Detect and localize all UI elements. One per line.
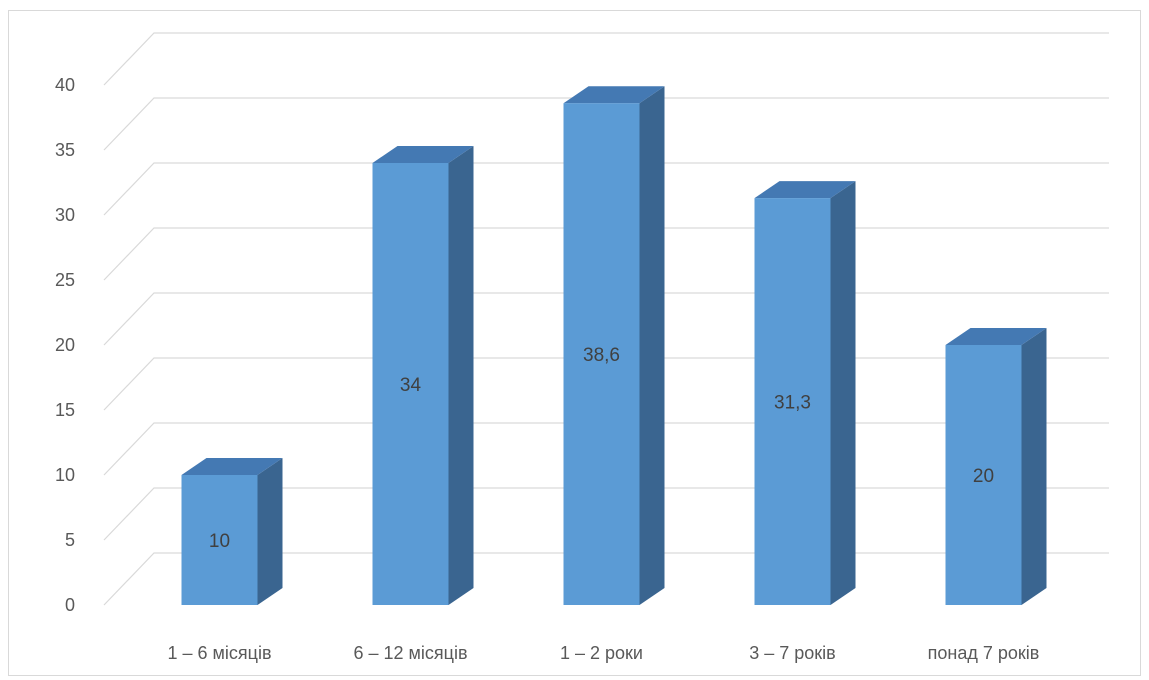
bar-3: 38,6 <box>563 86 665 605</box>
bar-side <box>257 458 283 605</box>
bar-2: 34 <box>372 146 474 605</box>
bar-top <box>372 146 474 163</box>
bar-chart: 0 5 10 15 20 25 30 35 40 10 34 38,6 31,3 20 1 – 6 мі… <box>55 32 1109 663</box>
y-tick-label: 15 <box>55 400 75 420</box>
data-label: 20 <box>973 466 994 487</box>
y-tick-label: 10 <box>55 465 75 485</box>
y-tick-label: 30 <box>55 205 75 225</box>
chart-frame: 0 5 10 15 20 25 30 35 40 10 34 38,6 31,3 20 1 – 6 мі… <box>8 10 1141 676</box>
bar-top <box>181 458 283 475</box>
data-label: 10 <box>209 531 230 552</box>
x-tick-label: 1 – 6 місяців <box>167 643 271 663</box>
bar-1: 10 <box>181 458 283 605</box>
y-tick-label: 40 <box>55 75 75 95</box>
y-axis-ticks: 0 5 10 15 20 25 30 35 40 <box>55 75 75 615</box>
x-axis-labels: 1 – 6 місяців 6 – 12 місяців 1 – 2 роки 3 –… <box>167 643 1039 663</box>
bar-front <box>754 198 831 605</box>
gridline <box>103 162 1109 216</box>
bar-side <box>448 146 474 605</box>
data-label: 38,6 <box>583 345 620 366</box>
gridline <box>103 32 1109 86</box>
bar-front <box>372 163 449 605</box>
bar-front <box>563 103 640 605</box>
x-tick-label: понад 7 років <box>928 643 1040 663</box>
data-label: 31,3 <box>774 393 811 414</box>
bar-side <box>830 181 856 605</box>
bar-top <box>945 328 1047 345</box>
x-tick-label: 6 – 12 місяців <box>353 643 467 663</box>
bar-5: 20 <box>945 328 1047 605</box>
data-label: 34 <box>400 375 422 396</box>
x-tick-label: 1 – 2 роки <box>560 643 643 663</box>
y-tick-label: 35 <box>55 140 75 160</box>
bars-layer: 10 34 38,6 31,3 20 <box>181 86 1047 605</box>
bar-front <box>181 475 258 605</box>
bar-top <box>563 86 665 104</box>
y-tick-label: 20 <box>55 335 75 355</box>
y-tick-label: 5 <box>65 530 75 550</box>
gridline <box>103 97 1109 151</box>
x-tick-label: 3 – 7 років <box>749 643 836 663</box>
bar-front <box>945 345 1022 605</box>
bar-top <box>754 181 856 199</box>
bar-side <box>1021 328 1047 605</box>
y-tick-label: 0 <box>65 595 75 615</box>
bar-4: 31,3 <box>754 181 856 605</box>
y-tick-label: 25 <box>55 270 75 290</box>
bar-side <box>639 86 665 605</box>
grid-layer <box>103 32 1109 606</box>
